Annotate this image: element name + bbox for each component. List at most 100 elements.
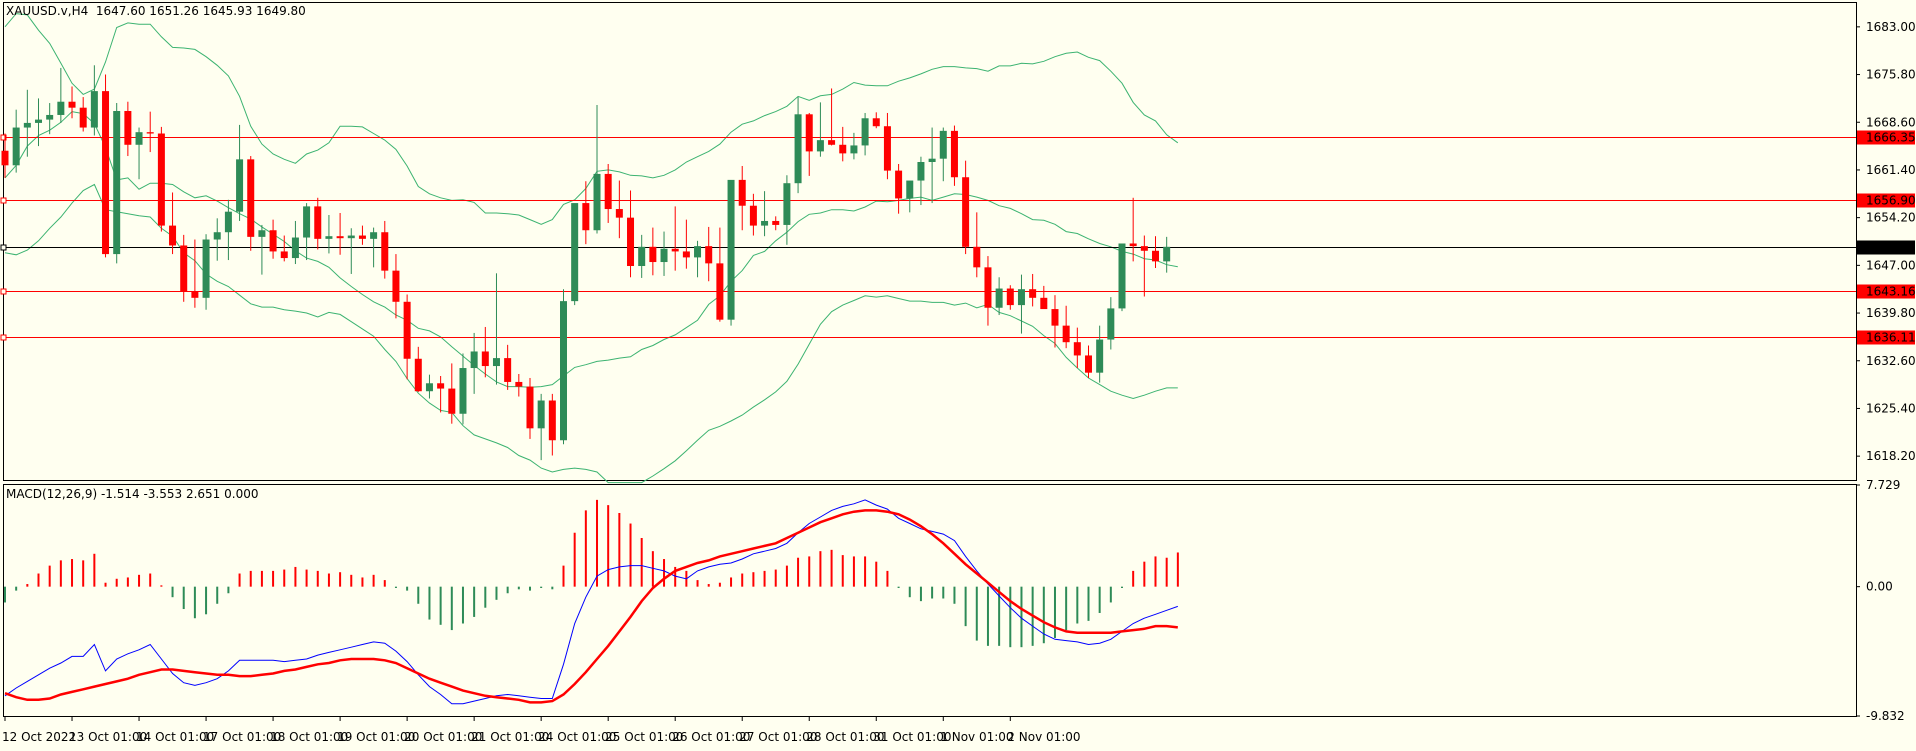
bear-candle xyxy=(828,140,836,145)
bull-candle xyxy=(995,288,1003,308)
level-1656-90-label-bg xyxy=(1857,193,1915,208)
bollinger-lower-band xyxy=(4,183,1178,484)
level-1636-11-label-bg xyxy=(1857,330,1915,345)
level-1656-90-handle xyxy=(0,197,7,204)
bear-candle xyxy=(180,245,188,292)
bear-candle xyxy=(984,267,992,308)
bull-candle xyxy=(258,230,266,237)
bear-candle xyxy=(872,118,880,127)
bear-candle xyxy=(649,246,657,263)
bear-candle xyxy=(1006,288,1014,306)
bear-candle xyxy=(671,248,679,252)
bear-candle xyxy=(392,270,400,302)
bull-candle xyxy=(939,130,947,159)
level-1636-11-label: 1636.11 xyxy=(1866,331,1916,345)
bull-candle xyxy=(202,239,210,298)
bear-candle xyxy=(973,246,981,268)
bull-candle xyxy=(816,140,824,152)
bull-candle xyxy=(57,101,65,115)
bull-candle xyxy=(727,179,735,320)
bear-candle xyxy=(515,381,523,387)
time-tick-label: 31 Oct 01:00 xyxy=(873,730,951,744)
time-tick-label: 26 Oct 01:00 xyxy=(672,730,750,744)
macd-pane-frame xyxy=(3,484,1857,717)
bear-candle xyxy=(738,179,746,206)
bear-candle xyxy=(1073,342,1081,356)
level-1656-90-label: 1656.90 xyxy=(1866,194,1916,208)
bear-candle xyxy=(604,173,612,210)
candlesticks xyxy=(1,65,1171,461)
bull-candle xyxy=(660,248,668,263)
bear-candle xyxy=(68,101,76,108)
bear-candle xyxy=(895,170,903,199)
bear-candle xyxy=(102,91,110,255)
macd-axis: 7.729 0.00 -9.832 xyxy=(1856,478,1905,723)
bull-candle xyxy=(638,246,646,267)
bull-candle xyxy=(425,383,433,392)
bear-candle xyxy=(169,225,177,246)
level-1666-35-handle xyxy=(0,134,7,141)
price-tick-label: 1654.20 xyxy=(1866,211,1916,225)
level-1666-35-label: 1666.35 xyxy=(1866,131,1916,145)
time-tick-label: 24 Oct 01:00 xyxy=(538,730,616,744)
bull-candle xyxy=(113,110,121,255)
bollinger-upper-band xyxy=(4,13,1179,225)
bull-candle xyxy=(917,162,925,181)
bear-candle xyxy=(314,206,322,239)
price-tick-label: 1661.40 xyxy=(1866,163,1916,177)
level-1643-16-label-bg xyxy=(1857,284,1915,299)
bear-candle xyxy=(950,130,958,178)
bear-candle xyxy=(705,246,713,264)
price-chart-title: XAUUSD.v,H4 1647.60 1651.26 1645.93 1649… xyxy=(6,4,306,18)
price-axis: 1683.00 1675.80 1668.60 1661.40 1654.20 1647.… xyxy=(1856,20,1916,463)
bull-candle xyxy=(571,203,579,302)
level-1643-16-handle xyxy=(0,288,7,295)
bull-candle xyxy=(135,132,143,145)
bear-candle xyxy=(716,263,724,320)
bear-candle xyxy=(1062,325,1070,343)
bear-candle xyxy=(280,251,288,259)
time-tick-label: 25 Oct 01:00 xyxy=(605,730,683,744)
bear-candle xyxy=(1029,289,1037,298)
bull-candle xyxy=(1163,246,1171,262)
bull-candle xyxy=(46,114,54,120)
bull-candle xyxy=(761,220,769,226)
bear-candle xyxy=(124,110,132,145)
bull-candle xyxy=(291,237,299,259)
bear-candle xyxy=(615,209,623,218)
bull-candle xyxy=(1096,339,1104,373)
level-1643-16-label: 1643.16 xyxy=(1866,285,1916,299)
bear-candle xyxy=(79,107,87,128)
bear-candle xyxy=(157,133,165,226)
bull-candle xyxy=(1017,289,1025,306)
price-tick-label: 1632.60 xyxy=(1866,354,1916,368)
time-tick-label: 17 Oct 01:00 xyxy=(203,730,281,744)
bull-candle xyxy=(861,118,869,146)
bear-candle xyxy=(269,230,277,252)
bull-candle xyxy=(850,145,858,154)
macd-title: MACD(12,26,9) -1.514 -3.553 2.651 0.000 xyxy=(6,487,259,501)
level-1666-35-label-bg xyxy=(1857,130,1915,145)
level-1636-11-handle xyxy=(0,334,7,341)
time-tick-label: 27 Oct 01:00 xyxy=(739,730,817,744)
bear-candle xyxy=(1,150,9,166)
price-tick-label: 1625.40 xyxy=(1866,401,1916,415)
time-tick-label: 20 Oct 01:00 xyxy=(404,730,482,744)
bear-candle xyxy=(504,358,512,382)
bull-candle xyxy=(325,236,333,239)
bear-candle xyxy=(191,291,199,298)
price-tick-label: 1683.00 xyxy=(1866,20,1916,34)
bull-candle xyxy=(492,358,500,367)
macd-lines xyxy=(4,499,1178,705)
current-price-label: 1649.80 xyxy=(1866,241,1916,255)
bull-candle xyxy=(1118,243,1126,309)
bull-candle xyxy=(794,114,802,184)
time-tick-label: 21 Oct 01:00 xyxy=(471,730,549,744)
bull-candle xyxy=(370,232,378,239)
bull-candle xyxy=(928,158,936,162)
time-tick-label: 14 Oct 01:00 xyxy=(136,730,214,744)
bear-candle xyxy=(883,126,891,171)
